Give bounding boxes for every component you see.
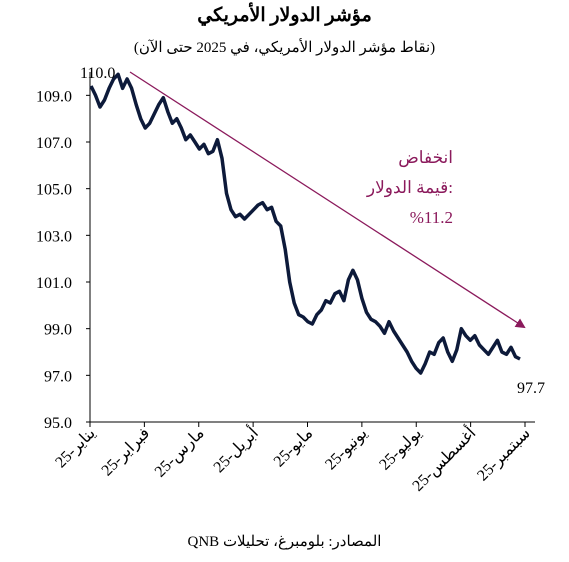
end-value-label: 97.7 <box>517 380 545 397</box>
start-value-label: 110.0 <box>80 65 115 82</box>
series-line <box>89 72 521 375</box>
chart-subtitle: (نقاط مؤشر الدولار الأمريكي، في 2025 حتى… <box>133 40 436 56</box>
chart-title: مؤشر الدولار الأمريكي <box>197 5 372 26</box>
y-tick-label: 109.0 <box>36 88 72 105</box>
x-tick-label: يونيو-25 <box>322 425 371 474</box>
x-tick-label: مايو-25 <box>271 425 317 471</box>
x-tick-label: مارس-25 <box>152 425 208 481</box>
y-tick-label: 97.0 <box>44 368 72 385</box>
x-tick-label: فبراير-25 <box>99 425 154 480</box>
y-tick-label: 107.0 <box>36 135 72 152</box>
x-tick-label: سبتمبر-25 <box>474 425 534 485</box>
x-tick-label: يوليو-25 <box>376 425 425 474</box>
annotation-line: انخفاض <box>398 148 453 168</box>
y-tick-label: 99.0 <box>44 322 72 339</box>
x-tick-label: أبريل-25 <box>208 423 261 476</box>
y-tick-label: 101.0 <box>36 275 72 292</box>
chart-source: المصادر: بلومبرغ، تحليلات QNB <box>187 534 382 550</box>
y-tick-label: 103.0 <box>36 228 72 245</box>
annotation-line: %11.2 <box>410 208 453 227</box>
y-tick-label: 105.0 <box>36 182 72 199</box>
annotation-line: قيمة الدولار: <box>366 178 453 198</box>
trend-arrow <box>129 71 526 329</box>
y-tick-label: 95.0 <box>44 415 72 432</box>
